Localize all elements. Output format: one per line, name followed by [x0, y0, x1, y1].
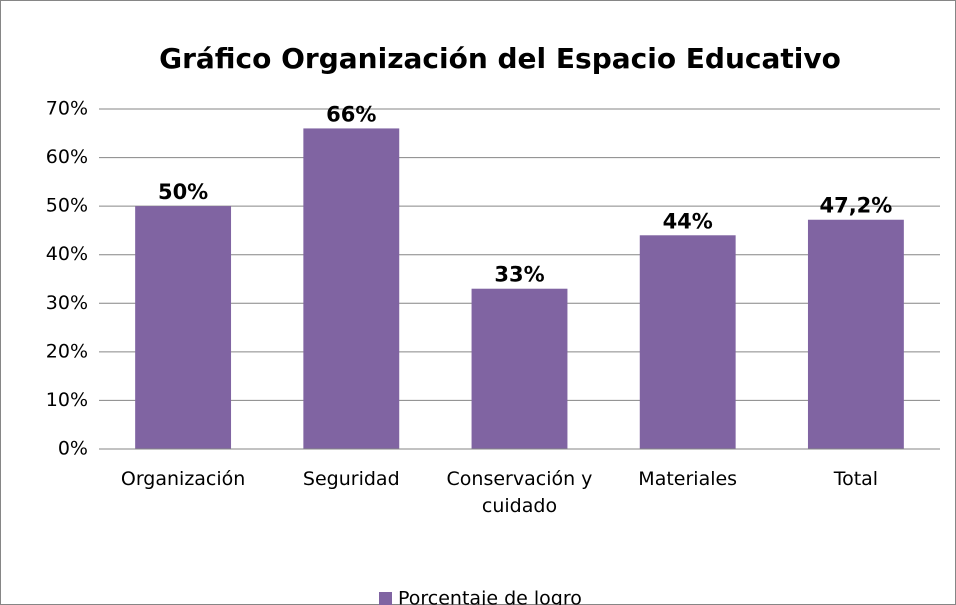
y-tick-label: 20%	[46, 340, 88, 362]
x-tick-label: Materiales	[638, 468, 738, 490]
bar	[471, 288, 568, 449]
bar	[303, 128, 400, 449]
y-tick-label: 40%	[46, 243, 88, 265]
y-tick-label: 60%	[46, 146, 88, 168]
data-label: 50%	[158, 180, 208, 204]
legend-swatch	[379, 592, 392, 605]
y-tick-label: 30%	[46, 292, 88, 314]
x-tick-label: Seguridad	[302, 468, 400, 490]
x-tick-label: Conservación y cuidado	[446, 468, 593, 517]
bar	[135, 206, 232, 449]
legend-label: Porcentaje de logro	[398, 588, 582, 605]
y-tick-label: 10%	[46, 389, 88, 411]
data-label: 66%	[326, 102, 376, 126]
bar	[639, 235, 736, 449]
y-tick-label: 0%	[58, 438, 88, 460]
x-tick-label: Total	[833, 468, 879, 490]
bar	[807, 219, 904, 449]
y-tick-label: 70%	[46, 98, 88, 120]
data-label: 33%	[494, 263, 544, 287]
data-label: 44%	[663, 209, 713, 233]
x-tick-label: Organización	[120, 468, 246, 490]
chart-title: Gráfico Organización del Espacio Educati…	[159, 42, 841, 75]
data-label: 47,2%	[819, 194, 892, 218]
y-tick-label: 50%	[46, 195, 88, 217]
